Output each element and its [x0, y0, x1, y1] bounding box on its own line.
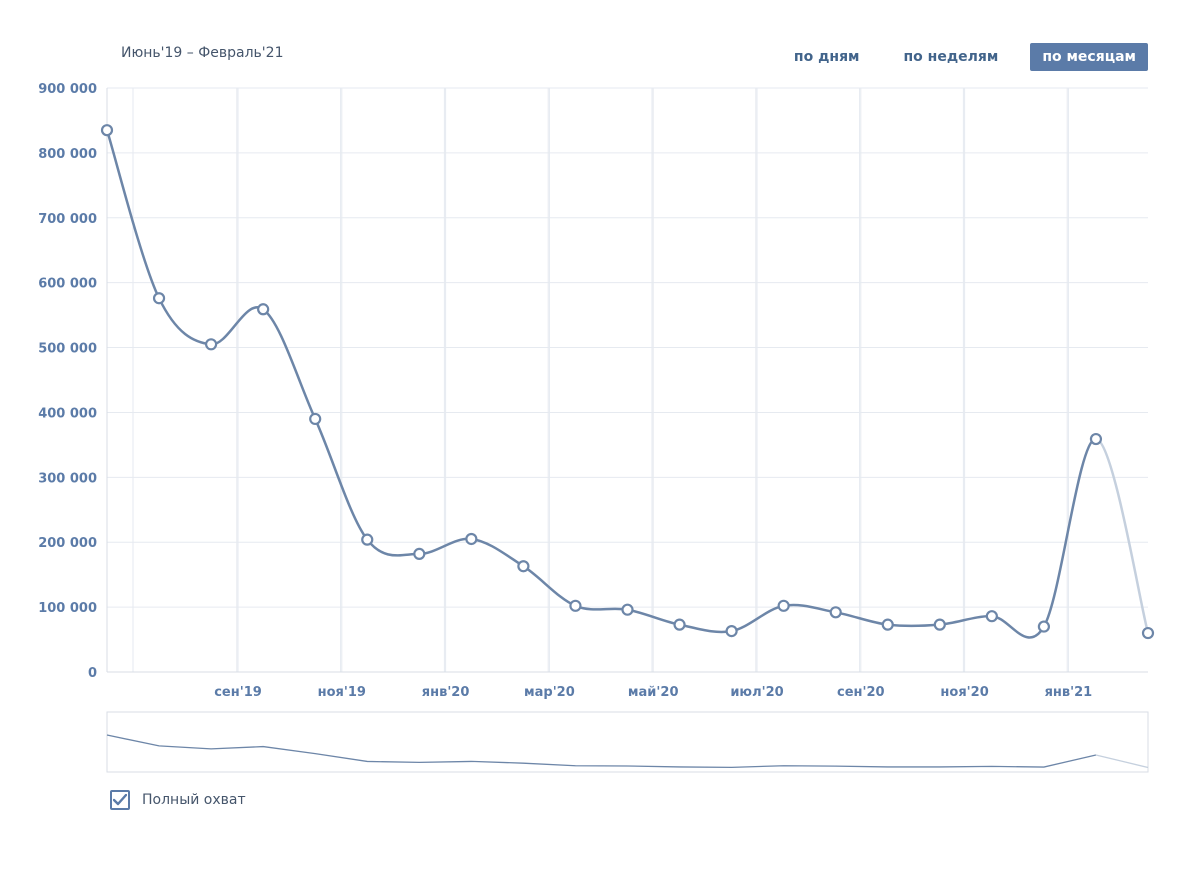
legend: Полный охват [110, 790, 246, 810]
data-point [152, 292, 166, 305]
tab-by-months[interactable]: по месяцам [1030, 43, 1148, 71]
y-tick-label: 100 000 [38, 601, 97, 616]
data-point [1037, 620, 1051, 633]
data-point [777, 599, 790, 612]
x-tick-label: сен'19 [214, 685, 262, 700]
y-tick-label: 900 000 [38, 82, 97, 97]
data-point [413, 547, 426, 561]
data-point [465, 532, 478, 546]
x-tick-label: сен'20 [837, 685, 885, 700]
tab-by-days[interactable]: по дням [793, 49, 860, 65]
y-tick-label: 600 000 [38, 277, 97, 292]
data-point [725, 625, 738, 638]
data-point [569, 599, 582, 612]
data-point [517, 560, 530, 573]
legend-label: Полный охват [142, 792, 246, 808]
data-point [621, 603, 634, 616]
data-point [881, 618, 894, 631]
navigator-line-projected [1095, 754, 1149, 769]
y-tick-label: 500 000 [38, 342, 97, 357]
data-point [673, 618, 686, 631]
data-point [100, 124, 114, 137]
full-reach-checkbox[interactable] [110, 790, 130, 810]
x-tick-label: ноя'19 [318, 685, 366, 700]
x-tick-label: ноя'20 [940, 685, 988, 700]
data-point [985, 610, 998, 623]
checkmark-icon [113, 794, 127, 806]
plot-area [107, 88, 1148, 612]
y-tick-label: 700 000 [38, 212, 97, 227]
y-tick-label: 800 000 [38, 147, 97, 162]
data-point [309, 412, 322, 426]
data-point [361, 533, 374, 546]
date-range-label: Июнь'19 – Февраль'21 [121, 45, 284, 61]
x-tick-label: янв'20 [422, 685, 470, 700]
y-tick-label: 300 000 [38, 471, 97, 486]
y-tick-label: 0 [88, 666, 97, 681]
data-point [933, 618, 946, 631]
x-tick-label: май'20 [628, 685, 679, 700]
period-tabs: по дням по неделям по месяцам [782, 43, 1148, 71]
data-point [205, 338, 218, 351]
y-tick-label: 400 000 [38, 406, 97, 421]
data-point [1141, 626, 1155, 640]
navigator-line [106, 734, 1097, 769]
x-tick-label: янв'21 [1045, 685, 1093, 700]
tab-by-weeks[interactable]: по неделям [903, 49, 999, 65]
navigator-frame [106, 711, 1149, 773]
x-tick-label: мар'20 [524, 685, 575, 700]
data-point [1089, 432, 1103, 446]
series-line-projected [1095, 437, 1150, 634]
data-point [829, 606, 842, 619]
y-tick-label: 200 000 [38, 536, 97, 551]
x-tick-label: июл'20 [730, 685, 783, 700]
data-point [257, 303, 270, 316]
